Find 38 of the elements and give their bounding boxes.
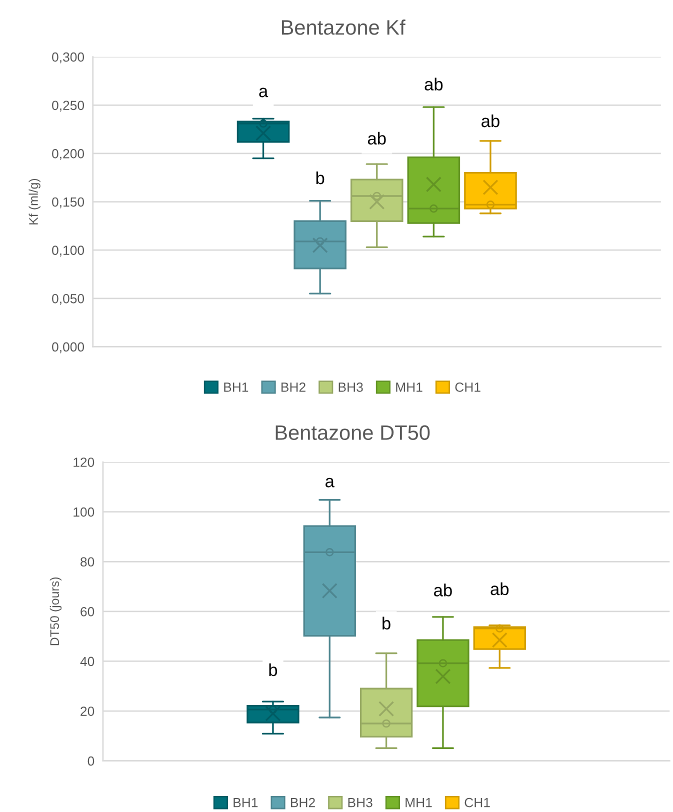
y-tick-label: 0,200 [52, 149, 84, 160]
y-tick-label: 80 [80, 557, 94, 567]
legend-label: BH1 [234, 798, 258, 808]
annotation: b [382, 616, 390, 630]
annotation: ab [434, 584, 452, 596]
legend-label: CH1 [464, 798, 490, 808]
annotation: a [259, 88, 268, 98]
annotation: ab [490, 582, 509, 596]
y-axis-title: Kf (ml/g) [28, 178, 40, 224]
y-tick-label: 0,050 [52, 294, 84, 305]
legend-label: BH3 [348, 798, 372, 808]
legend-label: MH1 [406, 798, 432, 808]
legend-label: MH1 [396, 382, 422, 392]
annotation: b [269, 663, 278, 676]
annotation: ab [482, 114, 500, 128]
legend-label: BH2 [290, 798, 315, 808]
y-tick-label: 100 [74, 507, 94, 517]
y-tick-label: 0 [88, 756, 94, 766]
chart-title: Bentazone Kf [282, 20, 406, 35]
annotation: ab [424, 78, 443, 90]
y-tick-label: 20 [80, 706, 94, 716]
legend-label: BH3 [338, 382, 363, 392]
y-tick-label: 0,100 [52, 246, 84, 257]
y-tick-label: 0,150 [52, 197, 84, 208]
y-tick-label: 40 [80, 656, 94, 666]
y-tick-label: 0,250 [52, 100, 84, 112]
legend-label: BH2 [281, 382, 306, 392]
annotation: a [326, 478, 334, 488]
legend-label: BH1 [224, 382, 248, 392]
y-tick-label: 0,000 [52, 342, 84, 354]
chart-title: Bentazone DT50 [276, 425, 430, 440]
y-axis-title: DT50 (jours) [50, 577, 62, 646]
y-tick-label: 0,300 [52, 52, 84, 64]
legend-label: CH1 [455, 382, 480, 392]
y-tick-label: 60 [80, 607, 94, 616]
annotation: ab [368, 132, 386, 145]
y-tick-label: 120 [74, 458, 94, 467]
annotation: b [316, 171, 324, 184]
